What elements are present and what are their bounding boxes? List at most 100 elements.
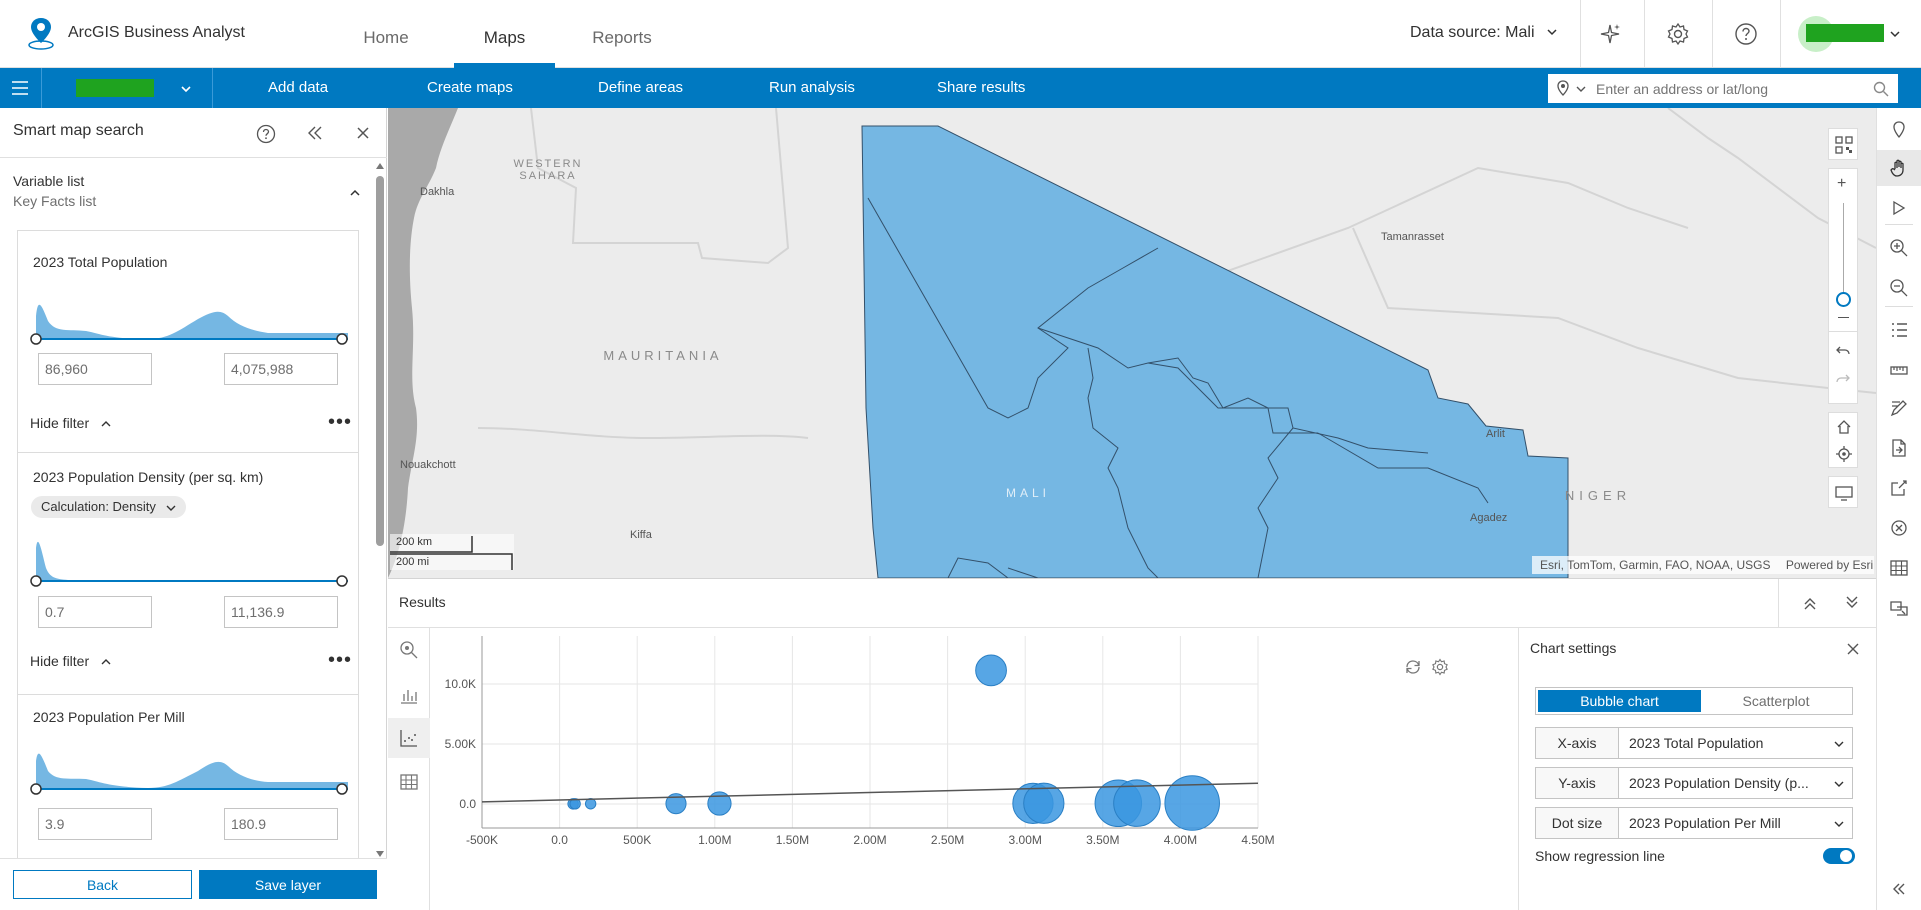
histogram-filter[interactable]	[28, 281, 348, 351]
undo-icon[interactable]	[1836, 345, 1850, 357]
bubble-point	[569, 798, 581, 810]
pan-hand-icon[interactable]	[1889, 158, 1909, 178]
more-options-icon[interactable]: •••	[328, 411, 353, 433]
max-value-input[interactable]	[224, 353, 338, 385]
x-axis-select[interactable]: X-axis 2023 Total Population	[1535, 727, 1853, 759]
chevron-down-icon[interactable]	[180, 83, 192, 95]
add-data-menu[interactable]: Add data	[268, 79, 329, 96]
share-icon[interactable]	[1889, 478, 1909, 498]
zoom-out-icon[interactable]	[1838, 317, 1849, 318]
bubble-point	[584, 798, 597, 810]
hide-filter-toggle[interactable]: Hide filter	[30, 415, 111, 431]
scrollbar-thumb[interactable]	[376, 176, 384, 546]
bubble-chart[interactable]: -500K 0.0 500K 1.00M 1.50M 2.00M 2.50M 3.00M 3.5…	[431, 628, 1518, 910]
scale-km-label: 200 km	[396, 536, 433, 548]
regression-line-toggle[interactable]	[1823, 848, 1855, 864]
user-name-redacted[interactable]	[1806, 24, 1884, 42]
scatter-chart-icon[interactable]	[399, 728, 419, 748]
chevron-double-down-icon[interactable]	[1844, 595, 1860, 611]
home-icon[interactable]	[1836, 419, 1852, 435]
zoom-out-tool-icon[interactable]	[1889, 278, 1909, 298]
powered-by-link[interactable]: Powered by Esri	[1785, 558, 1874, 572]
chevron-down-icon	[1834, 740, 1844, 748]
table-icon[interactable]	[1889, 558, 1909, 578]
scroll-down-icon[interactable]	[376, 850, 384, 858]
project-name-redacted[interactable]	[76, 79, 154, 97]
location-search-box[interactable]	[1548, 74, 1898, 103]
zoom-slider-track[interactable]	[1843, 203, 1844, 299]
collapse-left-icon[interactable]	[306, 124, 324, 142]
gear-icon[interactable]	[1666, 22, 1690, 46]
zoom-to-icon[interactable]	[399, 640, 419, 660]
hide-filter-toggle[interactable]: Hide filter	[30, 653, 111, 669]
help-icon[interactable]	[256, 124, 276, 144]
dot-size-select[interactable]: Dot size 2023 Population Per Mill	[1535, 807, 1853, 839]
close-icon[interactable]	[1847, 643, 1859, 655]
gear-icon[interactable]	[1431, 658, 1449, 676]
zoom-in-icon[interactable]: +	[1837, 175, 1847, 192]
export-document-icon[interactable]	[1889, 438, 1909, 458]
tab-reports[interactable]: Reports	[592, 28, 652, 47]
expand-rail-icon[interactable]	[1891, 882, 1907, 896]
search-icon[interactable]	[1873, 81, 1889, 97]
sketch-icon[interactable]	[1889, 398, 1909, 418]
min-value-input[interactable]	[38, 596, 152, 628]
select-arrow-icon[interactable]	[1889, 198, 1909, 218]
chevron-down-icon[interactable]	[1546, 26, 1558, 38]
more-options-icon[interactable]: •••	[328, 649, 353, 671]
scroll-up-icon[interactable]	[376, 162, 384, 170]
compare-maps-icon[interactable]	[1889, 598, 1909, 618]
bar-chart-icon[interactable]	[399, 685, 419, 705]
histogram-filter[interactable]	[28, 731, 348, 801]
chevron-down-icon[interactable]	[1576, 85, 1586, 93]
max-value-input[interactable]	[224, 808, 338, 840]
share-results-menu[interactable]: Share results	[937, 79, 1026, 96]
max-value-input[interactable]	[224, 596, 338, 628]
save-layer-button[interactable]: Save layer	[199, 870, 377, 899]
refresh-icon[interactable]	[1404, 658, 1422, 676]
data-source-selector[interactable]: Data source: Mali	[1410, 24, 1535, 41]
ai-assistant-icon[interactable]	[1598, 22, 1622, 46]
chevron-up-icon[interactable]	[349, 188, 361, 198]
present-icon[interactable]	[1835, 485, 1853, 501]
pin-icon[interactable]	[1889, 120, 1909, 140]
clear-icon[interactable]	[1889, 518, 1909, 538]
redo-icon[interactable]	[1836, 373, 1850, 385]
run-analysis-menu[interactable]: Run analysis	[769, 79, 855, 96]
histogram-filter[interactable]	[28, 523, 348, 593]
x-axis-value: 2023 Total Population	[1629, 735, 1764, 751]
min-value-input[interactable]	[38, 808, 152, 840]
back-button[interactable]: Back	[13, 870, 192, 899]
locate-icon[interactable]	[1836, 446, 1852, 462]
map-view[interactable]: WESTERN SAHARA MAURITANIA MALI NIGER Dak…	[388, 108, 1876, 578]
search-input[interactable]	[1596, 74, 1866, 103]
bubble-chart-option[interactable]: Bubble chart	[1538, 690, 1701, 712]
qr-code-icon[interactable]	[1835, 136, 1853, 154]
regression-line-label: Show regression line	[1535, 848, 1665, 864]
map-pin-icon[interactable]	[1556, 80, 1570, 96]
calculation-selector[interactable]: Calculation: Density	[31, 496, 186, 518]
chevron-down-icon[interactable]	[1889, 28, 1901, 40]
help-icon[interactable]	[1734, 22, 1758, 46]
min-value-input[interactable]	[38, 353, 152, 385]
variable-card: 2023 Total Population Hide filter •••	[17, 230, 359, 452]
tab-maps[interactable]: Maps	[483, 28, 526, 47]
chevron-double-up-icon[interactable]	[1802, 595, 1818, 611]
legend-list-icon[interactable]	[1889, 320, 1909, 340]
table-icon[interactable]	[399, 772, 419, 792]
city-label: Nouakchott	[400, 459, 456, 471]
app-logo-icon[interactable]	[26, 16, 56, 50]
hamburger-menu-icon[interactable]	[10, 78, 30, 98]
y-axis-select[interactable]: Y-axis 2023 Population Density (p...	[1535, 767, 1853, 799]
close-icon[interactable]	[356, 126, 370, 140]
tab-home[interactable]: Home	[363, 28, 409, 47]
zoom-in-tool-icon[interactable]	[1889, 238, 1909, 258]
create-maps-menu[interactable]: Create maps	[427, 79, 513, 96]
measure-icon[interactable]	[1889, 360, 1909, 380]
header-divider	[1580, 0, 1581, 68]
bubble-chart-plot: -500K 0.0 500K 1.00M 1.50M 2.00M 2.50M 3.00M 3.5…	[445, 636, 1275, 847]
scatterplot-option[interactable]: Scatterplot	[1742, 693, 1810, 709]
country-label: MALI	[1005, 486, 1050, 500]
define-areas-menu[interactable]: Define areas	[598, 79, 684, 96]
zoom-slider-handle[interactable]	[1836, 292, 1851, 307]
